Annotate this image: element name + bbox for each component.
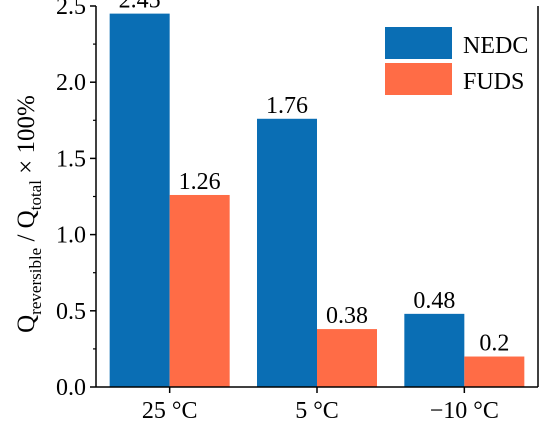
legend-label-nedc: NEDC [463,33,528,59]
data-label-nedc-0: 2.45 [119,0,161,14]
data-labels-layer: 2.45 1.26 1.76 0.38 0.48 0.2 [119,0,510,357]
y-axis-label-q2: / Q [13,210,40,248]
y-axis-label-sub-total: total [26,180,45,210]
bar-fuds-0 [169,194,230,387]
bar-nedc-1 [257,118,317,387]
axes-layer: 25 °C 5 °C −10 °C 0.0 0.5 1.0 1.5 2.0 2.5 [56,0,539,424]
y-tick-label-2: 1.0 [56,223,86,249]
y-tick-label-5: 2.5 [56,0,86,20]
data-label-fuds-0: 1.26 [179,169,221,195]
plot-area: 2.45 1.26 1.76 0.38 0.48 0.2 25 °C 5 °C −10 °C 0… [56,0,539,424]
y-tick-label-4: 2.0 [56,70,86,96]
y-axis-label-q1: Q [13,315,40,333]
y-axis-label: Qreversible / Qtotal × 100% [13,95,45,333]
legend-swatch-fuds [385,63,452,95]
bar-fuds-1 [317,329,377,387]
legend-swatch-nedc [385,27,452,59]
data-label-nedc-1: 1.76 [266,93,308,119]
y-tick-label-3: 1.5 [56,146,86,172]
x-tick-label-0: 25 °C [142,398,198,424]
y-tick-label-0: 0.0 [56,375,86,401]
bar-fuds-2 [464,356,525,387]
y-tick-label-1: 0.5 [56,299,86,325]
legend-label-fuds: FUDS [463,69,524,95]
data-label-nedc-2: 0.48 [413,288,455,314]
y-axis-label-sub-reversible: reversible [26,248,45,315]
data-label-fuds-1: 0.38 [326,303,368,329]
x-tick-label-1: 5 °C [295,398,339,424]
data-label-fuds-2: 0.2 [479,331,509,357]
legend: NEDC FUDS [385,27,528,95]
bars-layer [109,13,525,388]
bar-nedc-2 [404,313,465,387]
bar-nedc-0 [109,13,170,388]
y-axis-label-tail: × 100% [13,95,40,180]
x-tick-label-2: −10 °C [430,398,499,424]
